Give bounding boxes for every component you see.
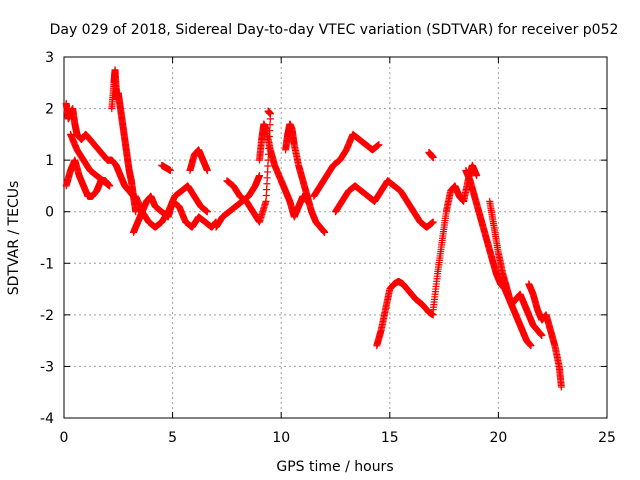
x-tick-label: 0 xyxy=(60,430,69,446)
chart-title: Day 029 of 2018, Sidereal Day-to-day VTE… xyxy=(50,22,619,38)
data-point xyxy=(263,174,271,182)
data-point xyxy=(375,141,383,149)
data-point xyxy=(527,342,535,350)
y-tick-label: -4 xyxy=(40,411,54,427)
data-point xyxy=(132,208,140,216)
data-point xyxy=(263,186,271,194)
data-point xyxy=(262,192,270,200)
data-points xyxy=(62,66,565,391)
y-tick-label: 3 xyxy=(45,50,54,66)
axis-ticks: 0 5 10 15 20 25 -4 -3 -2 -1 0 1 2 3 xyxy=(40,50,616,446)
x-axis-label: GPS time / hours xyxy=(276,459,393,475)
x-tick-label: 20 xyxy=(489,430,507,446)
y-tick-label: -1 xyxy=(40,256,54,272)
y-tick-label: -3 xyxy=(40,359,54,375)
data-point xyxy=(538,331,546,339)
data-point xyxy=(473,172,481,180)
y-tick-label: 2 xyxy=(45,102,54,118)
data-point xyxy=(264,168,272,176)
data-point xyxy=(263,180,271,188)
x-tick-label: 10 xyxy=(272,430,290,446)
data-point xyxy=(203,208,211,216)
data-point xyxy=(264,162,272,170)
data-point xyxy=(203,166,211,174)
data-point xyxy=(557,383,565,391)
data-point xyxy=(321,228,329,236)
data-point xyxy=(429,218,437,226)
x-tick-label: 25 xyxy=(598,430,616,446)
data-point xyxy=(106,182,114,190)
y-axis-label: SDTVAR / TECUs xyxy=(6,181,22,296)
data-point xyxy=(262,197,270,205)
data-point xyxy=(266,110,274,118)
y-tick-label: 1 xyxy=(45,153,54,169)
y-tick-label: 0 xyxy=(45,205,54,221)
y-tick-label: -2 xyxy=(40,308,54,324)
plot-frame xyxy=(63,56,608,419)
data-point xyxy=(166,166,174,174)
grid-lines xyxy=(64,57,607,418)
x-tick-label: 5 xyxy=(168,430,177,446)
data-point xyxy=(255,172,263,180)
data-point xyxy=(429,154,437,162)
x-tick-label: 15 xyxy=(381,430,399,446)
